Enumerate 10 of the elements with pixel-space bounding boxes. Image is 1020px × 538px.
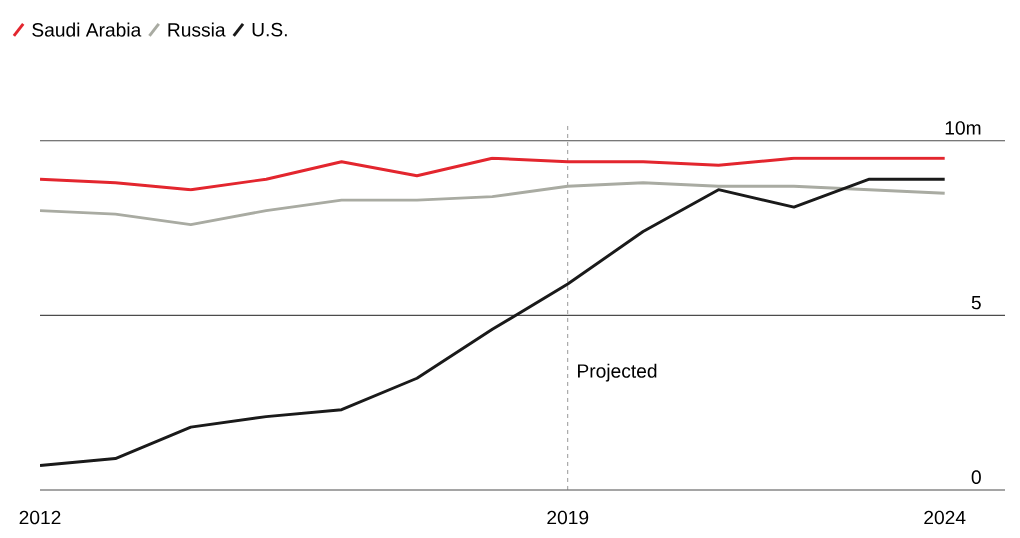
x-tick-label: 2024 [924, 510, 966, 525]
y-tick-label: 10m [945, 121, 981, 135]
ref-line-label: Projected [578, 363, 657, 382]
legend-label: Russia [168, 22, 226, 37]
x-tick-label: 2019 [547, 510, 589, 525]
legend-label: U.S. [252, 22, 287, 37]
x-tick-label: 2012 [19, 510, 61, 525]
y-tick-label: 5 [971, 295, 981, 310]
legend-label: Saudi Arabia [32, 22, 142, 37]
y-tick-label: 0 [971, 470, 981, 484]
